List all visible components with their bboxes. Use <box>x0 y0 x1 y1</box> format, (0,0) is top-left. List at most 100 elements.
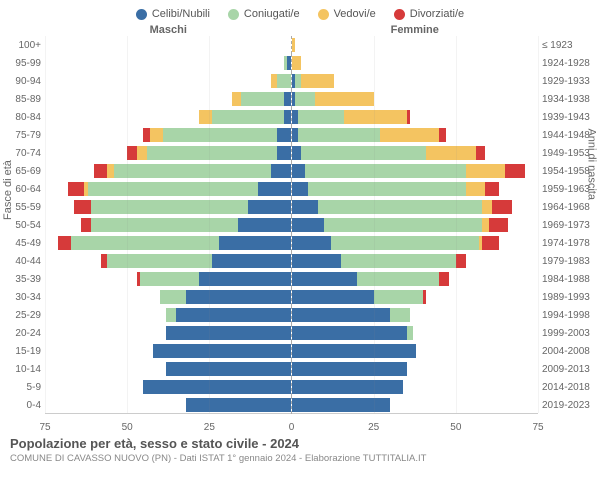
bar-seg <box>426 146 475 160</box>
pyramid-row <box>45 270 538 288</box>
bar-seg <box>68 182 84 196</box>
y-label-right: Anni di nascita <box>586 128 598 200</box>
legend-swatch <box>318 9 329 20</box>
bar-seg <box>466 164 505 178</box>
bar-seg <box>107 254 212 268</box>
bar-seg <box>219 236 291 250</box>
bar-seg <box>407 110 410 124</box>
age-label: 25-29 <box>0 306 41 324</box>
bar-seg <box>315 92 374 106</box>
age-label: 45-49 <box>0 234 41 252</box>
bar-seg <box>186 290 291 304</box>
birth-label: 1964-1968 <box>542 198 600 216</box>
pyramid-row <box>45 162 538 180</box>
bar-seg <box>166 362 290 376</box>
pyramid-row <box>45 378 538 396</box>
x-tick: 25 <box>368 422 379 433</box>
bar-seg <box>271 164 291 178</box>
pyramid-row <box>45 252 538 270</box>
legend-item: Vedovi/e <box>318 8 376 20</box>
plot <box>45 36 538 414</box>
age-label: 0-4 <box>0 396 41 414</box>
bar-seg <box>127 146 137 160</box>
bar-seg <box>298 128 380 142</box>
birth-label: 1924-1928 <box>542 54 600 72</box>
bar-seg <box>166 326 290 340</box>
bar-seg <box>277 74 290 88</box>
pyramid-row <box>45 72 538 90</box>
bar-seg <box>295 92 315 106</box>
legend-item: Divorziati/e <box>394 8 464 20</box>
bar-seg <box>292 254 341 268</box>
bar-seg <box>238 218 290 232</box>
bar-seg <box>94 164 107 178</box>
bar-seg <box>423 290 426 304</box>
x-tick: 50 <box>450 422 461 433</box>
x-tick: 0 <box>289 422 295 433</box>
y-axis-age: 100+95-9990-9485-8980-8475-7970-7465-696… <box>0 36 45 414</box>
bar-seg <box>456 254 466 268</box>
bar-seg <box>292 398 391 412</box>
legend-item: Coniugati/e <box>228 8 300 20</box>
pyramid-row <box>45 396 538 414</box>
bar-seg <box>482 200 492 214</box>
bar-seg <box>439 272 449 286</box>
bar-seg <box>287 56 290 70</box>
footer: Popolazione per età, sesso e stato civil… <box>0 430 600 464</box>
column-headers: Maschi Femmine <box>0 24 600 36</box>
bar-seg <box>241 92 284 106</box>
pyramid-row <box>45 234 538 252</box>
bar-seg <box>407 326 414 340</box>
pyramid-row <box>45 180 538 198</box>
bar-seg <box>292 326 407 340</box>
bar-seg <box>489 218 509 232</box>
bar-seg <box>341 254 456 268</box>
age-label: 35-39 <box>0 270 41 288</box>
bar-seg <box>357 272 439 286</box>
bar-seg <box>147 146 278 160</box>
bar-seg <box>476 146 486 160</box>
bar-seg <box>248 200 291 214</box>
y-axis-birth: ≤ 19231924-19281929-19331934-19381939-19… <box>538 36 600 414</box>
bar-seg <box>258 182 291 196</box>
birth-label: 1984-1988 <box>542 270 600 288</box>
x-axis: 7550250255075 <box>0 414 600 430</box>
bar-seg <box>292 218 325 232</box>
pyramid-row <box>45 324 538 342</box>
age-label: 100+ <box>0 36 41 54</box>
bar-seg <box>91 218 238 232</box>
bar-seg <box>284 92 291 106</box>
legend-swatch <box>136 9 147 20</box>
pyramid-row <box>45 360 538 378</box>
age-label: 75-79 <box>0 126 41 144</box>
birth-label: 2014-2018 <box>542 378 600 396</box>
bar-seg <box>150 128 163 142</box>
age-label: 80-84 <box>0 108 41 126</box>
bar-seg <box>301 74 334 88</box>
header-female: Femmine <box>292 24 539 36</box>
bar-seg <box>232 92 242 106</box>
bar-seg <box>163 128 278 142</box>
bar-seg <box>298 110 344 124</box>
age-label: 10-14 <box>0 360 41 378</box>
bar-seg <box>176 308 291 322</box>
bar-seg <box>71 236 218 250</box>
chart-title: Popolazione per età, sesso e stato civil… <box>10 436 590 451</box>
age-label: 15-19 <box>0 342 41 360</box>
bar-seg <box>114 164 271 178</box>
birth-label: 1999-2003 <box>542 324 600 342</box>
pyramid-row <box>45 306 538 324</box>
age-label: 90-94 <box>0 72 41 90</box>
bar-seg <box>308 182 466 196</box>
bar-seg <box>292 272 358 286</box>
bar-seg <box>284 110 291 124</box>
bar-seg <box>212 110 284 124</box>
birth-label: 1934-1938 <box>542 90 600 108</box>
bar-seg <box>482 236 498 250</box>
pyramid-row <box>45 144 538 162</box>
bar-seg <box>439 128 446 142</box>
legend-label: Celibi/Nubili <box>152 8 210 20</box>
bar-seg <box>292 146 302 160</box>
bar-seg <box>212 254 291 268</box>
birth-label: 2004-2008 <box>542 342 600 360</box>
